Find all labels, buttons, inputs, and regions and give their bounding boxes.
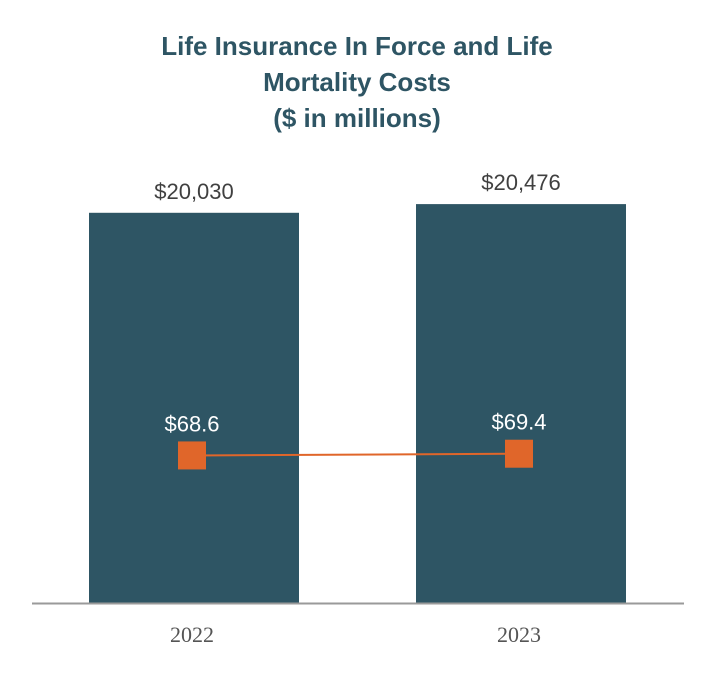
marker-2022 bbox=[178, 441, 206, 470]
line-value-label-2022: $68.6 bbox=[164, 411, 219, 436]
chart-title-line-1: Life Insurance In Force and Life bbox=[161, 31, 553, 61]
bar-2023 bbox=[416, 204, 626, 603]
chart-title: Life Insurance In Force and Life Mortali… bbox=[0, 28, 714, 136]
chart-title-line-2: Mortality Costs bbox=[263, 67, 451, 97]
line-value-label-2023: $69.4 bbox=[491, 410, 546, 435]
mortality-cost-line bbox=[191, 452, 520, 457]
bar-value-label-2023: $20,476 bbox=[481, 170, 561, 195]
x-tick-label-2023: 2023 bbox=[497, 622, 541, 647]
x-tick-label-2022: 2022 bbox=[170, 622, 214, 647]
chart-title-line-3: ($ in millions) bbox=[273, 103, 441, 133]
bar-2022 bbox=[89, 212, 299, 604]
marker-2023 bbox=[505, 439, 533, 468]
bar-value-label-2022: $20,030 bbox=[154, 179, 234, 204]
